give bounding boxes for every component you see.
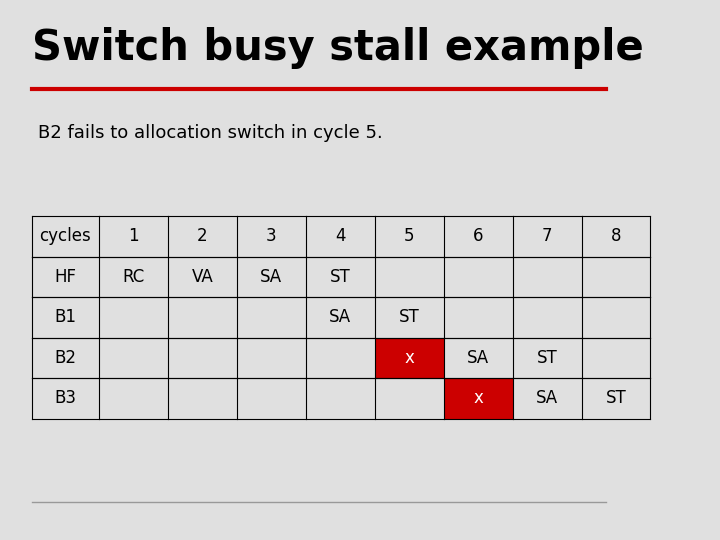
Text: RC: RC — [122, 268, 145, 286]
Text: SA: SA — [536, 389, 558, 407]
Bar — [374, 338, 444, 378]
Text: ST: ST — [606, 389, 626, 407]
Text: 2: 2 — [197, 227, 207, 245]
Text: ST: ST — [330, 268, 351, 286]
Text: SA: SA — [260, 268, 282, 286]
Text: 1: 1 — [128, 227, 139, 245]
Text: 3: 3 — [266, 227, 276, 245]
Text: x: x — [473, 389, 483, 407]
Text: SA: SA — [329, 308, 351, 326]
Text: B1: B1 — [55, 308, 76, 326]
Bar — [444, 378, 513, 419]
Text: Switch busy stall example: Switch busy stall example — [32, 27, 644, 69]
Text: 8: 8 — [611, 227, 621, 245]
Text: cycles: cycles — [40, 227, 91, 245]
Text: 6: 6 — [473, 227, 483, 245]
Text: B3: B3 — [55, 389, 76, 407]
Text: 4: 4 — [335, 227, 346, 245]
Text: 5: 5 — [404, 227, 415, 245]
Text: 7: 7 — [542, 227, 552, 245]
Text: x: x — [404, 349, 414, 367]
Text: HF: HF — [55, 268, 76, 286]
Text: ST: ST — [399, 308, 420, 326]
Text: B2 fails to allocation switch in cycle 5.: B2 fails to allocation switch in cycle 5… — [38, 124, 383, 142]
Text: VA: VA — [192, 268, 213, 286]
Text: B2: B2 — [55, 349, 76, 367]
Text: ST: ST — [536, 349, 557, 367]
Text: SA: SA — [467, 349, 489, 367]
